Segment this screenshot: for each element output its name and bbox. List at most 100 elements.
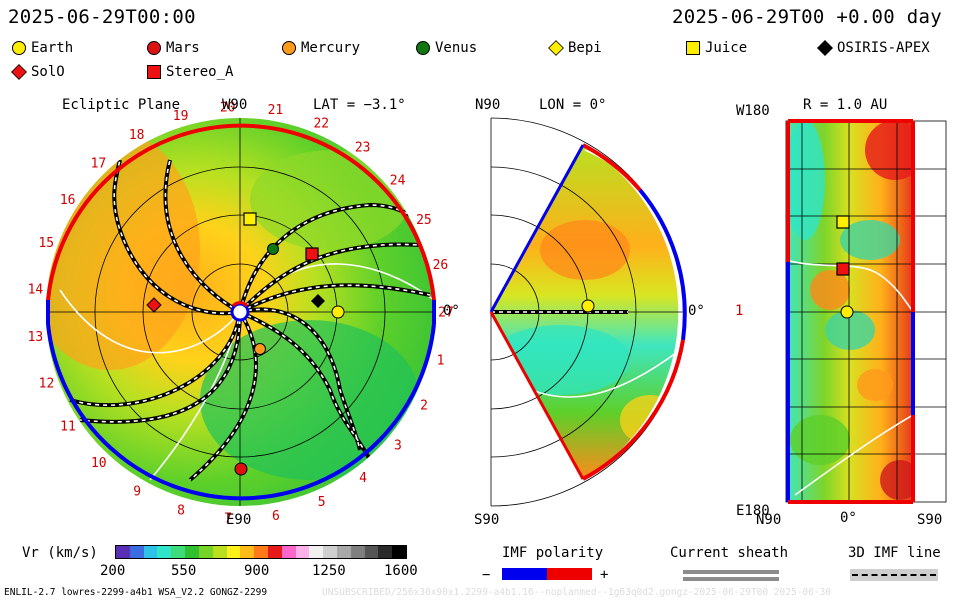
colorbar-tick-200: 200 [100,563,126,579]
positive-polarity-arc [46,123,436,301]
legend-item-stereo-a: Stereo_A [147,64,233,80]
sector-label-4: 4 [359,471,367,486]
elapsed-time: 2025-06-29T00 +0.00 day [672,6,942,28]
legend-item-bepi: Bepi [548,40,602,56]
colorbar-segment [240,546,255,558]
imf-line-label: 3D IMF line [848,545,941,561]
square-icon [686,41,700,55]
ecliptic-title: Ecliptic Plane [62,97,181,113]
sector-label-17: 17 [91,156,107,171]
radial-title: R = 1.0 AU [803,97,888,113]
legend-item-mars: Mars [147,40,200,56]
sector-label-2: 2 [420,398,428,413]
circle-icon [416,41,430,55]
legend-label: Venus [435,40,478,56]
legend-item-mercury: Mercury [282,40,360,56]
radial-mid-left: 1 [735,303,744,319]
meridional-top-label: N90 [475,97,501,113]
colorbar-segment [171,546,186,558]
colorbar-segment [378,546,393,558]
current-sheath-label: Current sheath [670,545,789,561]
circle-icon [282,41,296,55]
imf-positive-swatch [547,568,592,580]
colorbar-segment [143,546,158,558]
mercury-marker [254,343,266,355]
radial-x-mid: 0° [840,510,857,526]
sector-label-23: 23 [355,141,371,156]
sector-label-8: 8 [177,503,185,518]
juice-marker [243,212,257,226]
legend-label: SolO [31,64,65,80]
colorbar-segment [392,546,407,558]
legend-label: Bepi [568,40,602,56]
radial-x-right: S90 [917,512,943,528]
colorbar-segment [254,546,268,558]
colorbar-segment [350,546,365,558]
square-icon [147,65,161,79]
sector-label-11: 11 [60,419,76,434]
negative-polarity-arc [46,323,436,501]
colorbar-label: Vr (km/s) [22,545,98,561]
radial-map-panel [785,119,947,504]
circle-icon [147,41,161,55]
current-sheath-line-2 [683,577,779,581]
sector-label-19: 19 [173,109,189,124]
ecliptic-right-label: 0° [443,303,460,319]
colorbar-segment [198,546,213,558]
legend-label: Mars [166,40,200,56]
velocity-colorbar [115,545,407,559]
legend-item-solo: SolO [11,64,65,80]
sector-label-21: 21 [268,103,284,118]
solo-marker [146,297,162,313]
sector-label-20: 20 [220,100,236,115]
colorbar-segment [116,546,130,558]
sector-label-1: 1 [437,353,445,368]
legend-label: Earth [31,40,74,56]
legend-label: Juice [705,40,748,56]
sector-label-3: 3 [394,438,402,453]
juice-marker-radial [836,215,850,229]
legend-label: Stereo_A [166,64,234,80]
colorbar-segment [295,546,310,558]
meridional-right-label: 0° [688,303,705,319]
colorbar-tick-1600: 1600 [384,563,418,579]
colorbar-segment [129,546,144,558]
sector-label-24: 24 [390,173,406,188]
sector-label-9: 9 [133,485,141,500]
sector-label-12: 12 [39,377,55,392]
current-sheath-line-1 [683,570,779,574]
sector-label-27: 27 [438,306,454,321]
meridional-bottom-label: S90 [474,512,500,528]
colorbar-segment [212,546,227,558]
sector-label-6: 6 [272,509,280,524]
osiris-apex-marker [311,294,325,308]
sector-label-25: 25 [416,213,432,228]
stereo-a-marker [305,247,319,261]
colorbar-segment [185,546,199,558]
colorbar-segment [281,546,296,558]
legend-label: OSIRIS-APEX [837,40,930,56]
latitude-label: LAT = −3.1° [313,97,406,113]
imf-polarity-label: IMF polarity [502,545,604,561]
legend-item-osiris-apex: OSIRIS-APEX [817,40,930,56]
imf-negative-swatch [502,568,547,580]
imf-line-swatch [850,569,938,581]
legend-item-earth: Earth [12,40,73,56]
footer-model-info: ENLIL-2.7 lowres-2299-a4b1 WSA_V2.2 GONG… [4,587,268,598]
sector-label-13: 13 [28,330,44,345]
mars-marker [234,462,248,476]
earth-marker-radial [840,305,854,319]
sector-label-10: 10 [91,456,107,471]
longitude-label: LON = 0° [539,97,607,113]
sector-label-7: 7 [224,512,232,527]
model-time: 2025-06-29T00:00 [8,6,196,28]
meridional-plane-panel [489,117,687,507]
sector-label-5: 5 [318,495,326,510]
colorbar-segment [323,546,337,558]
stereo-a-marker-radial [836,262,850,276]
colorbar-tick-550: 550 [171,563,197,579]
venus-marker [267,243,279,255]
colorbar-segment [226,546,241,558]
